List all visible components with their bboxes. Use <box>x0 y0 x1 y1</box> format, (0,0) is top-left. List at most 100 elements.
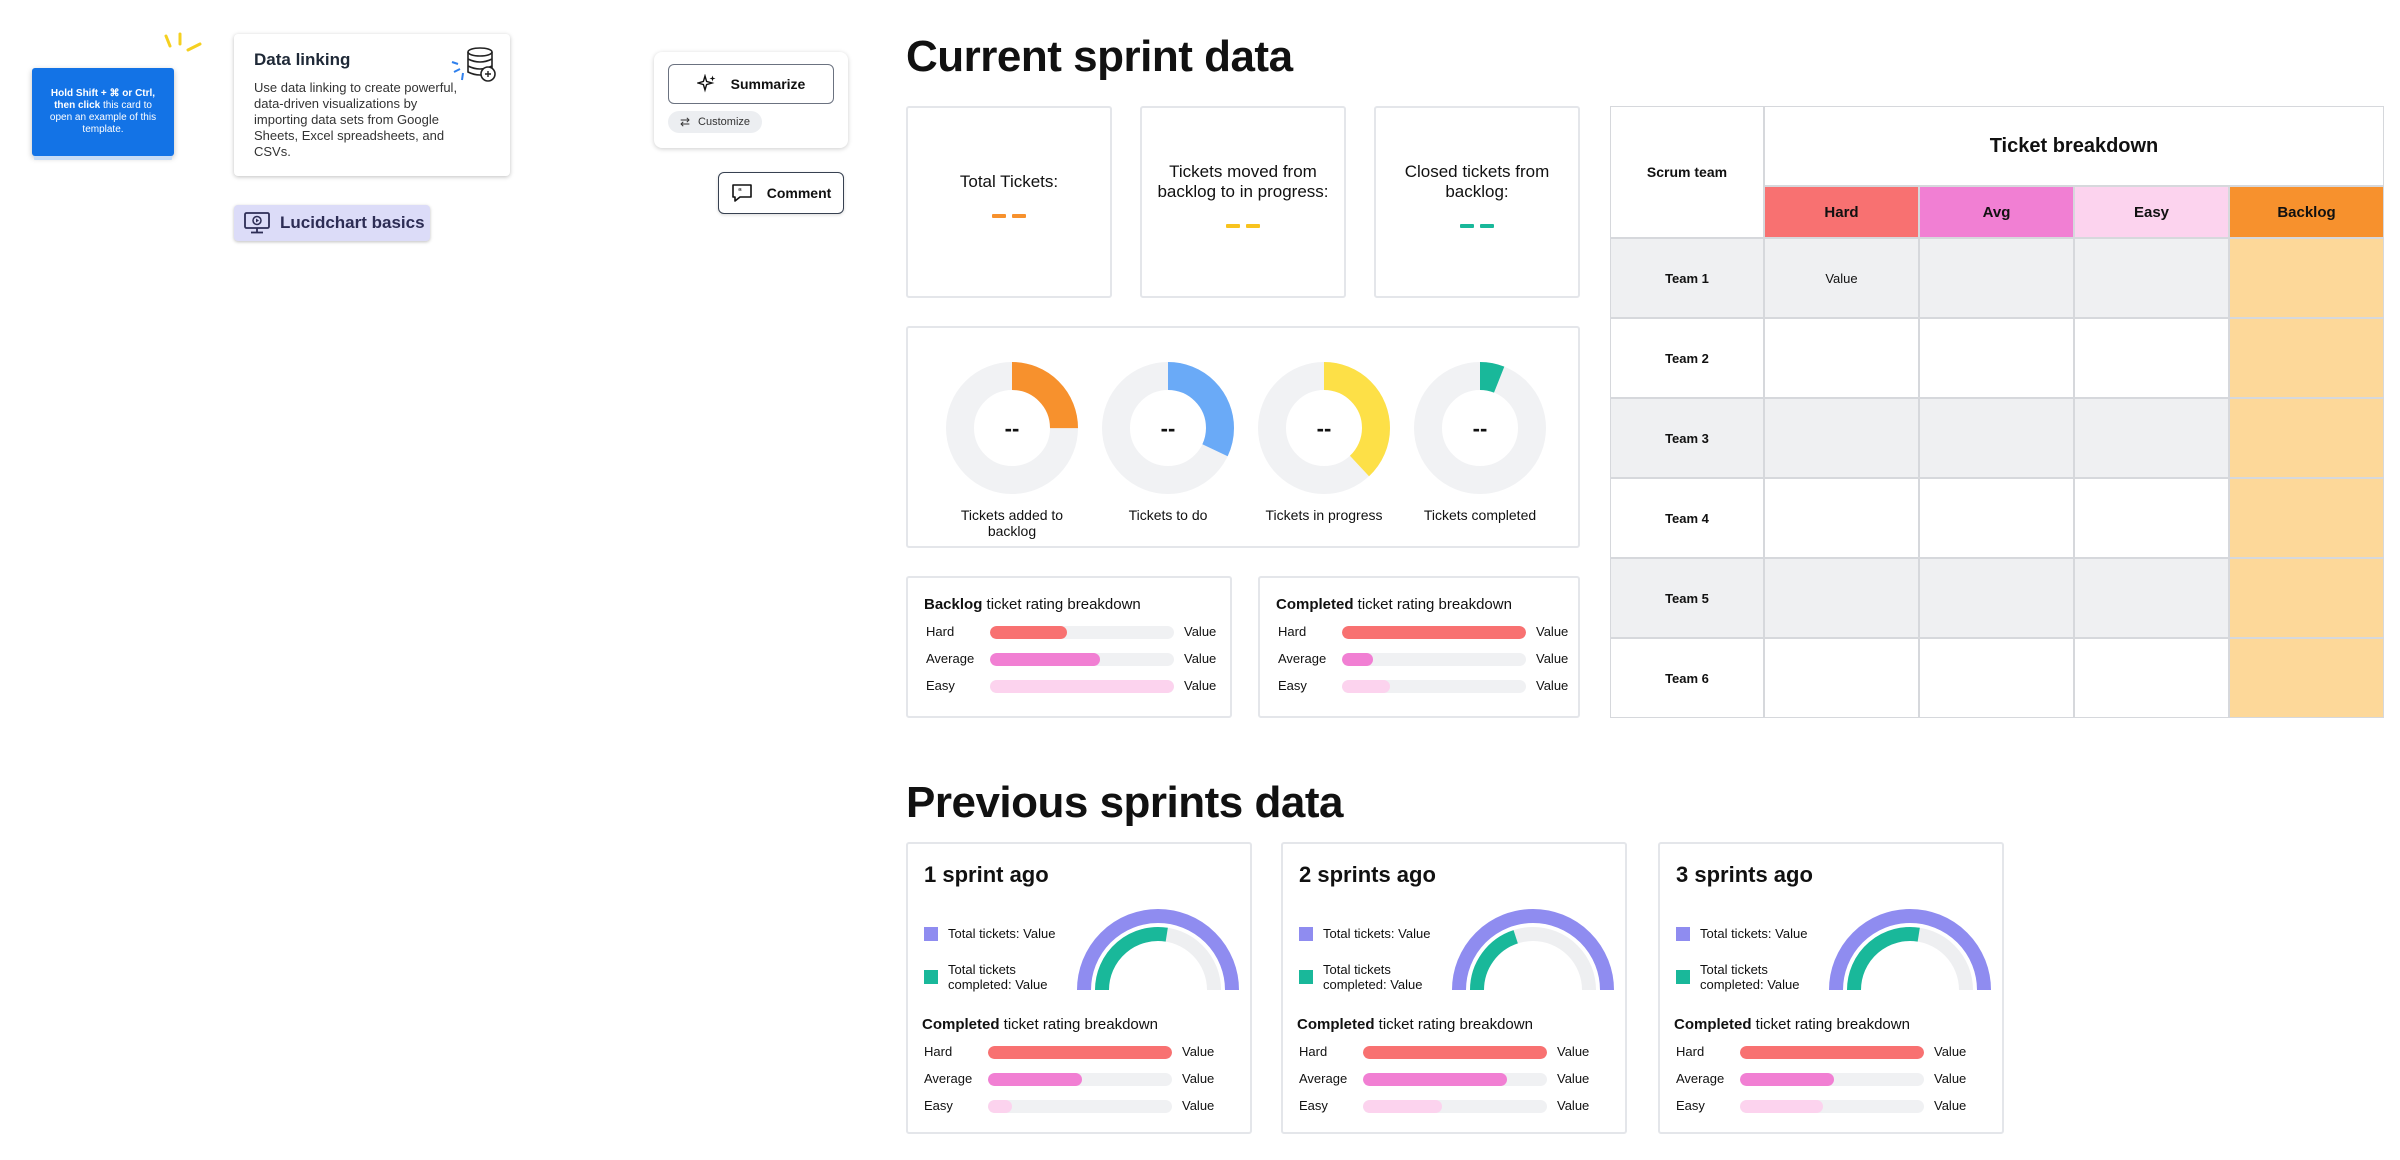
summarize-panel: Summarize ⇄ Customize <box>654 52 848 148</box>
sprint-card: 2 sprints ago Total tickets: Value Total t… <box>1281 842 1627 1134</box>
team-row-header: Team 2 <box>1610 318 1764 398</box>
donut-label: Tickets in progress <box>1265 507 1383 523</box>
table-cell <box>1764 638 1919 718</box>
table-cell <box>2229 638 2384 718</box>
legend-total: Total tickets: Value <box>1676 926 1807 941</box>
table-cell <box>1764 398 1919 478</box>
donut-chart-backlog: -- Tickets added to backlog <box>942 358 1082 539</box>
bar-track <box>988 1073 1172 1086</box>
sparkle-decoration-icon <box>164 32 202 52</box>
bar-fill <box>1363 1073 1507 1086</box>
breakdown-title-rest: ticket rating breakdown <box>982 596 1141 613</box>
breakdown-bars: Hard Value Average Value Easy Value <box>1676 1042 1992 1122</box>
bar-track <box>1363 1073 1547 1086</box>
bar-label: Hard <box>1299 1044 1328 1059</box>
lucidchart-basics-button[interactable]: Lucidchart basics <box>234 205 430 241</box>
legend-text: Total tickets completed: Value <box>1700 962 1800 992</box>
bar-row-hard: Hard Value <box>1278 622 1568 642</box>
legend-completed: Total tickets completed: Value <box>1676 962 1820 992</box>
team-row-header: Team 5 <box>1610 558 1764 638</box>
donut-segment <box>1102 362 1234 494</box>
bar-track <box>1342 653 1526 666</box>
column-header-backlog: Backlog <box>2229 186 2384 238</box>
legend-text: Total tickets: Value <box>948 926 1056 941</box>
hint-rest-text: this card to open an example of this tem… <box>49 100 157 135</box>
dash-mark <box>1460 224 1474 228</box>
comment-button[interactable]: “ Comment <box>718 172 844 214</box>
data-linking-card[interactable]: Data linking Use data linking to create … <box>234 34 510 176</box>
bar-row-hard: Hard Value <box>1299 1042 1615 1062</box>
table-cell <box>1919 398 2074 478</box>
bar-label: Hard <box>924 1044 953 1059</box>
donut-value: -- <box>1005 416 1020 441</box>
legend-text: Total tickets: Value <box>1700 926 1808 941</box>
breakdown-title: Backlog ticket rating breakdown <box>924 596 1141 613</box>
example-hint-card[interactable]: Hold Shift + ⌘ or Ctrl, then click this … <box>32 68 174 156</box>
legend-swatch <box>1676 970 1690 984</box>
breakdown-bars: Hard Value Average Value Easy Value <box>924 1042 1240 1122</box>
bar-row-easy: Easy Value <box>924 1096 1240 1116</box>
bar-label: Easy <box>926 678 955 693</box>
bar-row-average: Average Value <box>1278 649 1568 669</box>
donut-graphic: -- <box>1102 362 1234 494</box>
bar-value: Value <box>1184 624 1217 639</box>
bar-fill <box>1740 1073 1834 1086</box>
bar-track <box>1342 626 1526 639</box>
bar-row-hard: Hard Value <box>926 622 1220 642</box>
bar-fill <box>990 653 1101 666</box>
donut-graphic: -- <box>1414 362 1546 494</box>
table-cell <box>1919 238 2074 318</box>
gauge-total-arc <box>1077 909 1239 991</box>
table-cell <box>1919 638 2074 718</box>
database-link-icon <box>451 47 496 82</box>
donut-graphic: -- <box>946 362 1078 494</box>
bar-label: Hard <box>1676 1044 1705 1059</box>
customize-button[interactable]: ⇄ Customize <box>668 111 762 133</box>
legend-completed: Total tickets completed: Value <box>1299 962 1443 992</box>
bar-row-average: Average Value <box>1299 1069 1615 1089</box>
bar-value: Value <box>1184 651 1217 666</box>
bar-row-easy: Easy Value <box>1278 676 1568 696</box>
donut-segment <box>946 362 1078 494</box>
donut-segment <box>1414 362 1546 494</box>
bar-value: Value <box>1557 1044 1590 1059</box>
comment-label: Comment <box>766 185 832 201</box>
breakdown-title: Completed ticket rating breakdown <box>1276 596 1512 613</box>
current-sprint-title: Current sprint data <box>906 32 1293 81</box>
bar-track <box>1363 1100 1547 1113</box>
breakdown-bars: Hard Value Average Value Easy Value <box>1278 622 1568 702</box>
bar-label: Hard <box>926 624 955 639</box>
column-header-hard: Hard <box>1764 186 1919 238</box>
table-cell <box>2229 558 2384 638</box>
presentation-icon <box>244 212 270 234</box>
bar-fill <box>1342 680 1390 693</box>
sprint-title: 3 sprints ago <box>1676 862 1813 887</box>
sparkle-icon <box>696 74 716 93</box>
summarize-button[interactable]: Summarize <box>668 64 834 104</box>
column-header-easy: Easy <box>2074 186 2229 238</box>
bar-row-average: Average Value <box>1676 1069 1992 1089</box>
sprint-title: 2 sprints ago <box>1299 862 1436 887</box>
swap-arrows-icon: ⇄ <box>679 115 691 129</box>
donut-chart-in-progress: -- Tickets in progress <box>1254 358 1394 523</box>
bar-track <box>990 626 1174 639</box>
bar-row-easy: Easy Value <box>926 676 1220 696</box>
bar-fill <box>1740 1046 1924 1059</box>
bar-fill <box>1342 626 1526 639</box>
breakdown-title-bold: Completed <box>922 1016 1000 1033</box>
bar-fill <box>1342 653 1374 666</box>
breakdown-title: Completed ticket rating breakdown <box>1297 1016 1533 1033</box>
bar-value: Value <box>1536 624 1569 639</box>
bar-label: Easy <box>1676 1098 1705 1113</box>
table-cell <box>2074 478 2229 558</box>
donut-chart-completed: -- Tickets completed <box>1410 358 1550 523</box>
bar-fill <box>988 1073 1082 1086</box>
dash-mark <box>1226 224 1240 228</box>
breakdown-title: Completed ticket rating breakdown <box>1674 1016 1910 1033</box>
previous-sprints-title: Previous sprints data <box>906 778 1343 827</box>
gauge-completed-arc <box>1470 930 1519 991</box>
backlog-breakdown-card: Backlog ticket rating breakdown Hard Valu… <box>906 576 1232 718</box>
bar-value: Value <box>1934 1098 1967 1113</box>
bar-fill <box>1363 1100 1443 1113</box>
breakdown-bars: Hard Value Average Value Easy Value <box>1299 1042 1615 1122</box>
